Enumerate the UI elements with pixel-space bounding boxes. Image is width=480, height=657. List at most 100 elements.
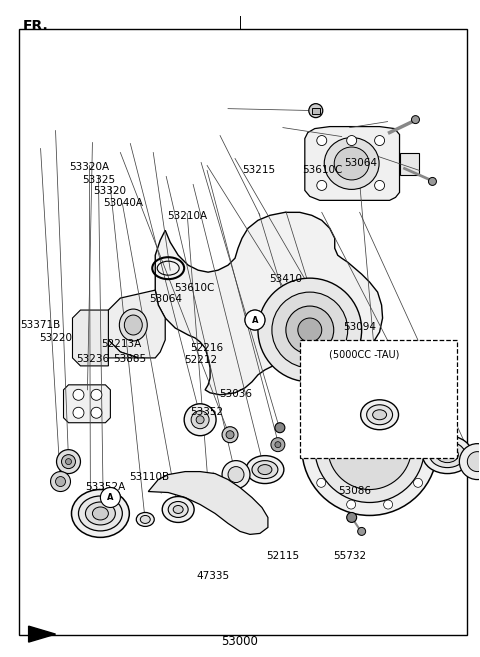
Circle shape bbox=[91, 407, 102, 419]
Circle shape bbox=[65, 459, 72, 464]
Circle shape bbox=[347, 512, 357, 522]
Circle shape bbox=[258, 278, 361, 382]
Text: 53610C: 53610C bbox=[302, 165, 343, 175]
Text: 52216: 52216 bbox=[190, 343, 223, 353]
Text: 53110B: 53110B bbox=[129, 472, 169, 482]
Ellipse shape bbox=[140, 516, 150, 524]
Circle shape bbox=[309, 104, 323, 118]
Circle shape bbox=[275, 442, 281, 447]
Circle shape bbox=[425, 443, 434, 452]
Circle shape bbox=[271, 438, 285, 451]
Circle shape bbox=[73, 407, 84, 419]
Polygon shape bbox=[72, 310, 138, 366]
Polygon shape bbox=[63, 385, 110, 422]
Ellipse shape bbox=[324, 137, 379, 189]
Text: 53320A: 53320A bbox=[69, 162, 109, 172]
Circle shape bbox=[317, 181, 327, 191]
Text: 53236: 53236 bbox=[76, 353, 109, 363]
Text: 53885: 53885 bbox=[113, 353, 146, 363]
Ellipse shape bbox=[168, 501, 188, 518]
Text: 53064: 53064 bbox=[149, 294, 182, 304]
Text: A: A bbox=[252, 315, 258, 325]
Text: 55732: 55732 bbox=[334, 551, 367, 562]
Polygon shape bbox=[305, 127, 399, 200]
Circle shape bbox=[57, 449, 81, 474]
Circle shape bbox=[228, 466, 244, 482]
Circle shape bbox=[222, 426, 238, 443]
Text: A: A bbox=[107, 493, 114, 502]
Circle shape bbox=[222, 461, 250, 489]
Ellipse shape bbox=[400, 417, 429, 447]
Circle shape bbox=[459, 443, 480, 480]
Circle shape bbox=[191, 411, 209, 429]
Bar bbox=[300, 340, 457, 458]
Circle shape bbox=[50, 472, 71, 491]
Ellipse shape bbox=[136, 512, 154, 526]
Ellipse shape bbox=[173, 505, 183, 514]
Ellipse shape bbox=[430, 442, 465, 468]
Circle shape bbox=[317, 135, 327, 146]
Circle shape bbox=[100, 487, 120, 507]
Ellipse shape bbox=[78, 496, 122, 531]
Text: 53352: 53352 bbox=[190, 407, 223, 417]
Text: 53000: 53000 bbox=[222, 635, 258, 648]
Circle shape bbox=[272, 292, 348, 368]
Text: 53215: 53215 bbox=[242, 165, 276, 175]
Ellipse shape bbox=[246, 456, 284, 484]
Circle shape bbox=[429, 177, 436, 185]
Ellipse shape bbox=[258, 464, 272, 474]
Text: A: A bbox=[107, 493, 114, 502]
Circle shape bbox=[315, 393, 424, 503]
Text: 53220: 53220 bbox=[39, 332, 72, 343]
Circle shape bbox=[61, 455, 75, 468]
Text: (5000CC -TAU): (5000CC -TAU) bbox=[329, 350, 400, 359]
Text: 47335: 47335 bbox=[196, 571, 229, 581]
Polygon shape bbox=[384, 405, 442, 455]
Ellipse shape bbox=[93, 507, 108, 520]
Circle shape bbox=[196, 416, 204, 424]
Text: 53094: 53094 bbox=[343, 322, 376, 332]
Ellipse shape bbox=[422, 436, 472, 474]
Polygon shape bbox=[148, 472, 268, 534]
Circle shape bbox=[384, 500, 393, 509]
Ellipse shape bbox=[120, 309, 147, 341]
Text: 53036: 53036 bbox=[219, 389, 252, 399]
Bar bbox=[312, 108, 320, 114]
Circle shape bbox=[414, 478, 422, 487]
Text: A: A bbox=[252, 315, 258, 325]
Circle shape bbox=[347, 386, 356, 396]
Ellipse shape bbox=[85, 502, 115, 525]
Text: 52212: 52212 bbox=[184, 355, 217, 365]
Text: 53371B: 53371B bbox=[20, 319, 60, 330]
Circle shape bbox=[305, 443, 314, 452]
Circle shape bbox=[298, 318, 322, 342]
Circle shape bbox=[384, 386, 393, 396]
Text: 53325: 53325 bbox=[82, 175, 115, 185]
Ellipse shape bbox=[360, 400, 398, 430]
Circle shape bbox=[56, 476, 65, 487]
Circle shape bbox=[347, 500, 356, 509]
Circle shape bbox=[317, 478, 326, 487]
Circle shape bbox=[226, 431, 234, 439]
Circle shape bbox=[184, 404, 216, 436]
Circle shape bbox=[302, 380, 437, 516]
Text: 53410: 53410 bbox=[269, 275, 302, 284]
Circle shape bbox=[275, 422, 285, 433]
Circle shape bbox=[73, 390, 84, 400]
Polygon shape bbox=[108, 290, 165, 358]
Circle shape bbox=[100, 487, 120, 507]
Text: FR.: FR. bbox=[22, 19, 48, 33]
Ellipse shape bbox=[334, 147, 369, 180]
Ellipse shape bbox=[162, 497, 194, 522]
Text: 53064: 53064 bbox=[344, 158, 377, 168]
Circle shape bbox=[374, 181, 384, 191]
Polygon shape bbox=[399, 152, 420, 175]
Text: 52115: 52115 bbox=[266, 551, 300, 562]
Circle shape bbox=[317, 408, 326, 417]
Ellipse shape bbox=[407, 422, 422, 441]
Circle shape bbox=[414, 408, 422, 417]
Text: 52213A: 52213A bbox=[102, 339, 142, 350]
Text: 53210A: 53210A bbox=[168, 211, 207, 221]
Text: 53320: 53320 bbox=[93, 186, 126, 196]
Circle shape bbox=[328, 406, 411, 489]
